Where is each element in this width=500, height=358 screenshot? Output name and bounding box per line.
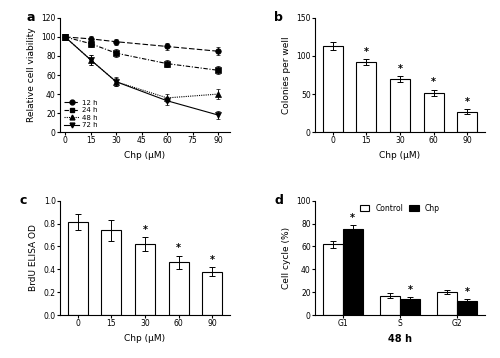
Bar (202, 272, 222, 315)
Y-axis label: Cell cycle (%): Cell cycle (%) (282, 227, 291, 289)
Legend: Control, Chp: Control, Chp (358, 202, 442, 214)
X-axis label: 48 h: 48 h (388, 334, 412, 344)
Bar (437, 292, 457, 315)
Bar (135, 244, 155, 315)
Y-axis label: Relative cell viability: Relative cell viability (27, 28, 36, 122)
Text: d: d (274, 194, 283, 207)
Text: b: b (274, 11, 283, 24)
Text: *: * (176, 243, 181, 253)
Bar (457, 301, 477, 315)
Y-axis label: BrdU ELISA OD: BrdU ELISA OD (29, 224, 38, 291)
Bar (322, 46, 343, 132)
Text: a: a (26, 11, 34, 24)
Bar (380, 296, 400, 315)
Text: *: * (142, 225, 148, 235)
Text: *: * (464, 97, 469, 107)
X-axis label: Chp (μM): Chp (μM) (380, 151, 420, 160)
Text: *: * (398, 63, 402, 73)
X-axis label: Chp (μM): Chp (μM) (124, 334, 166, 343)
Bar (457, 112, 477, 132)
Text: *: * (210, 255, 214, 265)
Text: *: * (465, 287, 470, 297)
X-axis label: Chp (μM): Chp (μM) (124, 151, 166, 160)
Bar (168, 262, 188, 315)
Text: *: * (350, 213, 356, 223)
Bar (68, 222, 88, 315)
Text: *: * (431, 77, 436, 87)
Bar (322, 244, 343, 315)
Text: *: * (364, 47, 369, 57)
Bar (343, 229, 363, 315)
Text: *: * (408, 285, 412, 295)
Y-axis label: Colonies per well: Colonies per well (282, 36, 291, 114)
Bar (400, 299, 420, 315)
Bar (102, 231, 121, 315)
Bar (424, 93, 444, 132)
Bar (356, 62, 376, 132)
Legend: 12 h, 24 h, 48 h, 72 h: 12 h, 24 h, 48 h, 72 h (64, 99, 98, 129)
Bar (390, 79, 410, 132)
Text: c: c (19, 194, 26, 207)
